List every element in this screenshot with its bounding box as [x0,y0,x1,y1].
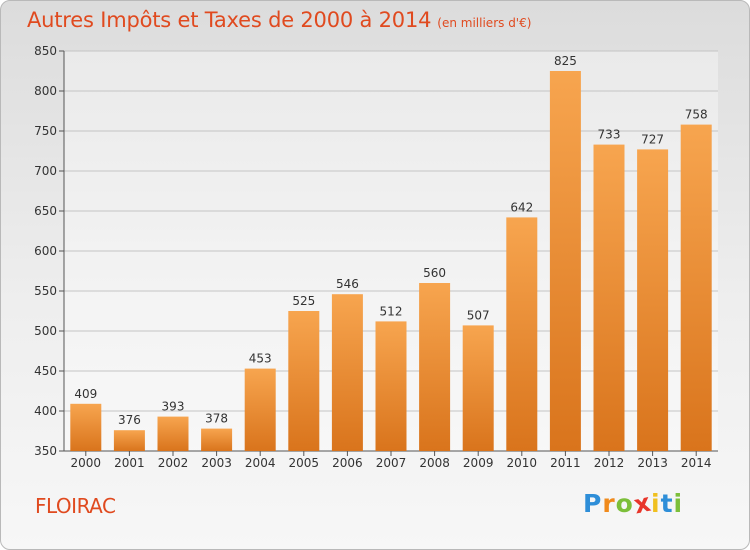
bar-value-label: 376 [118,413,141,427]
bar [244,368,276,451]
bar-value-label: 733 [598,128,621,142]
chart-subtitle: (en milliers d'€) [437,16,532,30]
x-tick-label: 2012 [594,456,625,470]
bar-value-label: 453 [249,352,272,366]
x-tick-label: 2008 [419,456,450,470]
bar-value-label: 393 [162,400,185,414]
logo-letter: r [602,489,616,518]
x-tick-label: 2009 [463,456,494,470]
logo-letter: P [583,489,603,518]
bar-value-label: 825 [554,54,577,68]
bar-value-label: 409 [74,387,97,401]
x-tick-label: 2010 [507,456,538,470]
bar [331,294,363,451]
y-tick-label: 850 [34,44,57,58]
x-tick-label: 2002 [158,456,189,470]
bar [201,428,233,451]
bar [506,217,538,451]
y-tick-label: 600 [34,244,57,258]
bar [680,124,712,451]
city-name: FLOIRAC [35,494,116,518]
bar [70,403,102,451]
bar-value-label: 560 [423,266,446,280]
bar [549,71,581,451]
y-tick-label: 550 [34,284,57,298]
bar [593,144,625,451]
x-tick-label: 2005 [289,456,320,470]
bar [637,149,669,451]
logo-letter: o [615,489,634,518]
y-tick-label: 500 [34,324,57,338]
y-tick-label: 700 [34,164,57,178]
y-tick-label: 450 [34,364,57,378]
y-tick-label: 350 [34,444,57,458]
x-tick-label: 2000 [71,456,102,470]
bar-value-label: 525 [292,294,315,308]
bar-value-label: 378 [205,412,228,426]
x-tick-label: 2006 [332,456,363,470]
x-tick-label: 2001 [114,456,145,470]
logo-letter: i [673,489,684,518]
proxiti-logo: Proxiti [583,488,684,520]
logo-letter: t [660,489,674,518]
y-tick-label: 750 [34,124,57,138]
y-tick-label: 400 [34,404,57,418]
chart-title-block: Autres Impôts et Taxes de 2000 à 2014 (en… [27,8,531,32]
logo-letter: i [651,489,661,518]
x-tick-label: 2014 [681,456,712,470]
bar-value-label: 546 [336,277,359,291]
x-tick-label: 2003 [201,456,232,470]
bar-value-label: 758 [685,108,708,122]
x-tick-label: 2007 [376,456,407,470]
bar [288,311,320,451]
x-tick-label: 2013 [637,456,668,470]
y-tick-label: 650 [34,204,57,218]
y-tick-label: 800 [34,84,57,98]
bar [419,283,451,451]
bar [157,416,189,451]
bar-value-label: 727 [641,132,664,146]
chart-title: Autres Impôts et Taxes de 2000 à 2014 [27,8,432,32]
bar-value-label: 642 [510,200,533,214]
bar-value-label: 507 [467,308,490,322]
bar [375,321,407,451]
x-tick-label: 2011 [550,456,581,470]
x-tick-label: 2004 [245,456,276,470]
bar-value-label: 512 [380,304,403,318]
bar [462,325,494,451]
bar [113,430,145,451]
